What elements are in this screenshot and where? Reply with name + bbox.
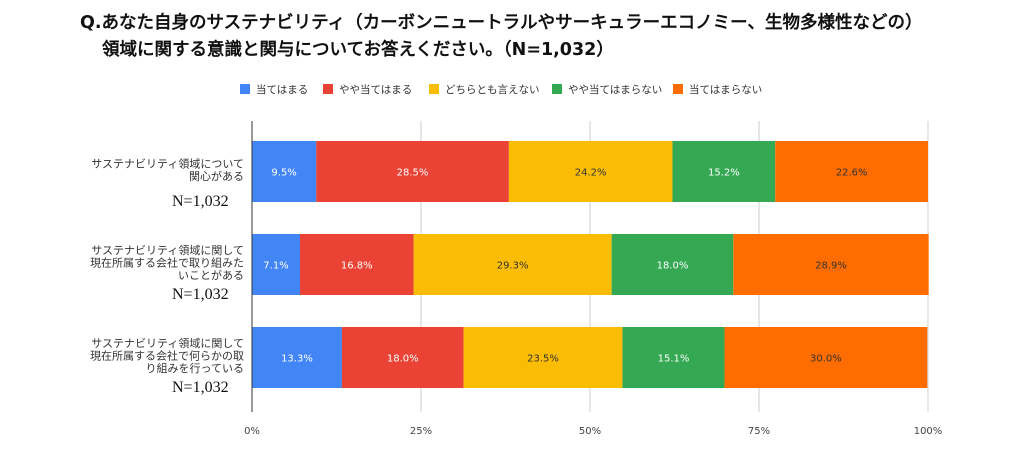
data-label: 18.0% (657, 261, 689, 272)
x-tick-label: 25% (410, 426, 432, 437)
legend-swatch (673, 84, 683, 94)
bar-segment (733, 234, 929, 295)
bar-segment (724, 327, 928, 388)
bar-segment (508, 141, 673, 202)
legend-label: 当てはまらない (689, 83, 762, 96)
n-label: N=1,032 (172, 286, 229, 303)
legend-label: やや当てはまらない (568, 83, 662, 96)
data-label: 18.0% (387, 354, 419, 365)
data-label: 7.1% (263, 261, 288, 272)
bar-segment (252, 141, 317, 202)
bar-segment (252, 234, 300, 295)
category-label: サステナビリティ領域に関して (91, 243, 244, 257)
data-label: 15.2% (708, 168, 740, 179)
chart-title: Q.あなた自身のサステナビリティ（カーボンニュートラルやサーキュラーエコノミー、… (80, 10, 922, 64)
n-label: N=1,032 (172, 193, 229, 210)
bar-segment (299, 234, 414, 295)
legend-label: 当てはまる (256, 83, 308, 96)
bar-segment (622, 327, 725, 388)
category-label: 現在所属する会社で何らかの取 (90, 349, 244, 363)
legend-swatch (429, 84, 439, 94)
legend-label: やや当てはまる (339, 83, 412, 96)
bar-segment (413, 234, 612, 295)
x-tick-label: 50% (579, 426, 601, 437)
bar-segment (316, 141, 509, 202)
x-tick-label: 100% (914, 426, 943, 437)
data-label: 16.8% (341, 261, 373, 272)
x-tick-label: 75% (748, 426, 770, 437)
bar-segment (775, 141, 928, 202)
bar-segment (341, 327, 464, 388)
legend-swatch (552, 84, 562, 94)
bar-segment (611, 234, 734, 295)
category-label: いことがある (178, 268, 244, 282)
category-label: サステナビリティ領域に関して (91, 336, 244, 350)
data-label: 30.0% (810, 354, 842, 365)
data-label: 22.6% (836, 168, 868, 179)
n-label: N=1,032 (172, 379, 229, 396)
data-label: 13.3% (281, 354, 313, 365)
category-label: 関心がある (189, 169, 244, 183)
category-label: り組みを行っている (146, 362, 244, 375)
bar-segment (252, 327, 342, 388)
x-tick-label: 0% (244, 426, 260, 437)
chart-title-line1: Q.あなた自身のサステナビリティ（カーボンニュートラルやサーキュラーエコノミー、… (80, 13, 923, 33)
legend-swatch (240, 84, 250, 94)
category-label: サステナビリティ領域について (91, 156, 244, 170)
data-label: 28.5% (397, 168, 429, 179)
legend-label: どちらとも言えない (445, 83, 540, 96)
data-label: 24.2% (575, 168, 607, 179)
data-label: 9.5% (271, 168, 296, 179)
bar-segment (672, 141, 776, 202)
legend-swatch (323, 84, 333, 94)
data-label: 28.9% (815, 261, 847, 272)
data-label: 15.1% (658, 354, 690, 365)
chart-title-line2: 領域に関する意識と関与についてお答えください。（N=1,032） (102, 40, 614, 60)
data-label: 29.3% (497, 261, 529, 272)
category-label: 現在所属する会社で取り組みた (90, 256, 244, 270)
bar-segment (463, 327, 623, 388)
data-label: 23.5% (527, 354, 559, 365)
